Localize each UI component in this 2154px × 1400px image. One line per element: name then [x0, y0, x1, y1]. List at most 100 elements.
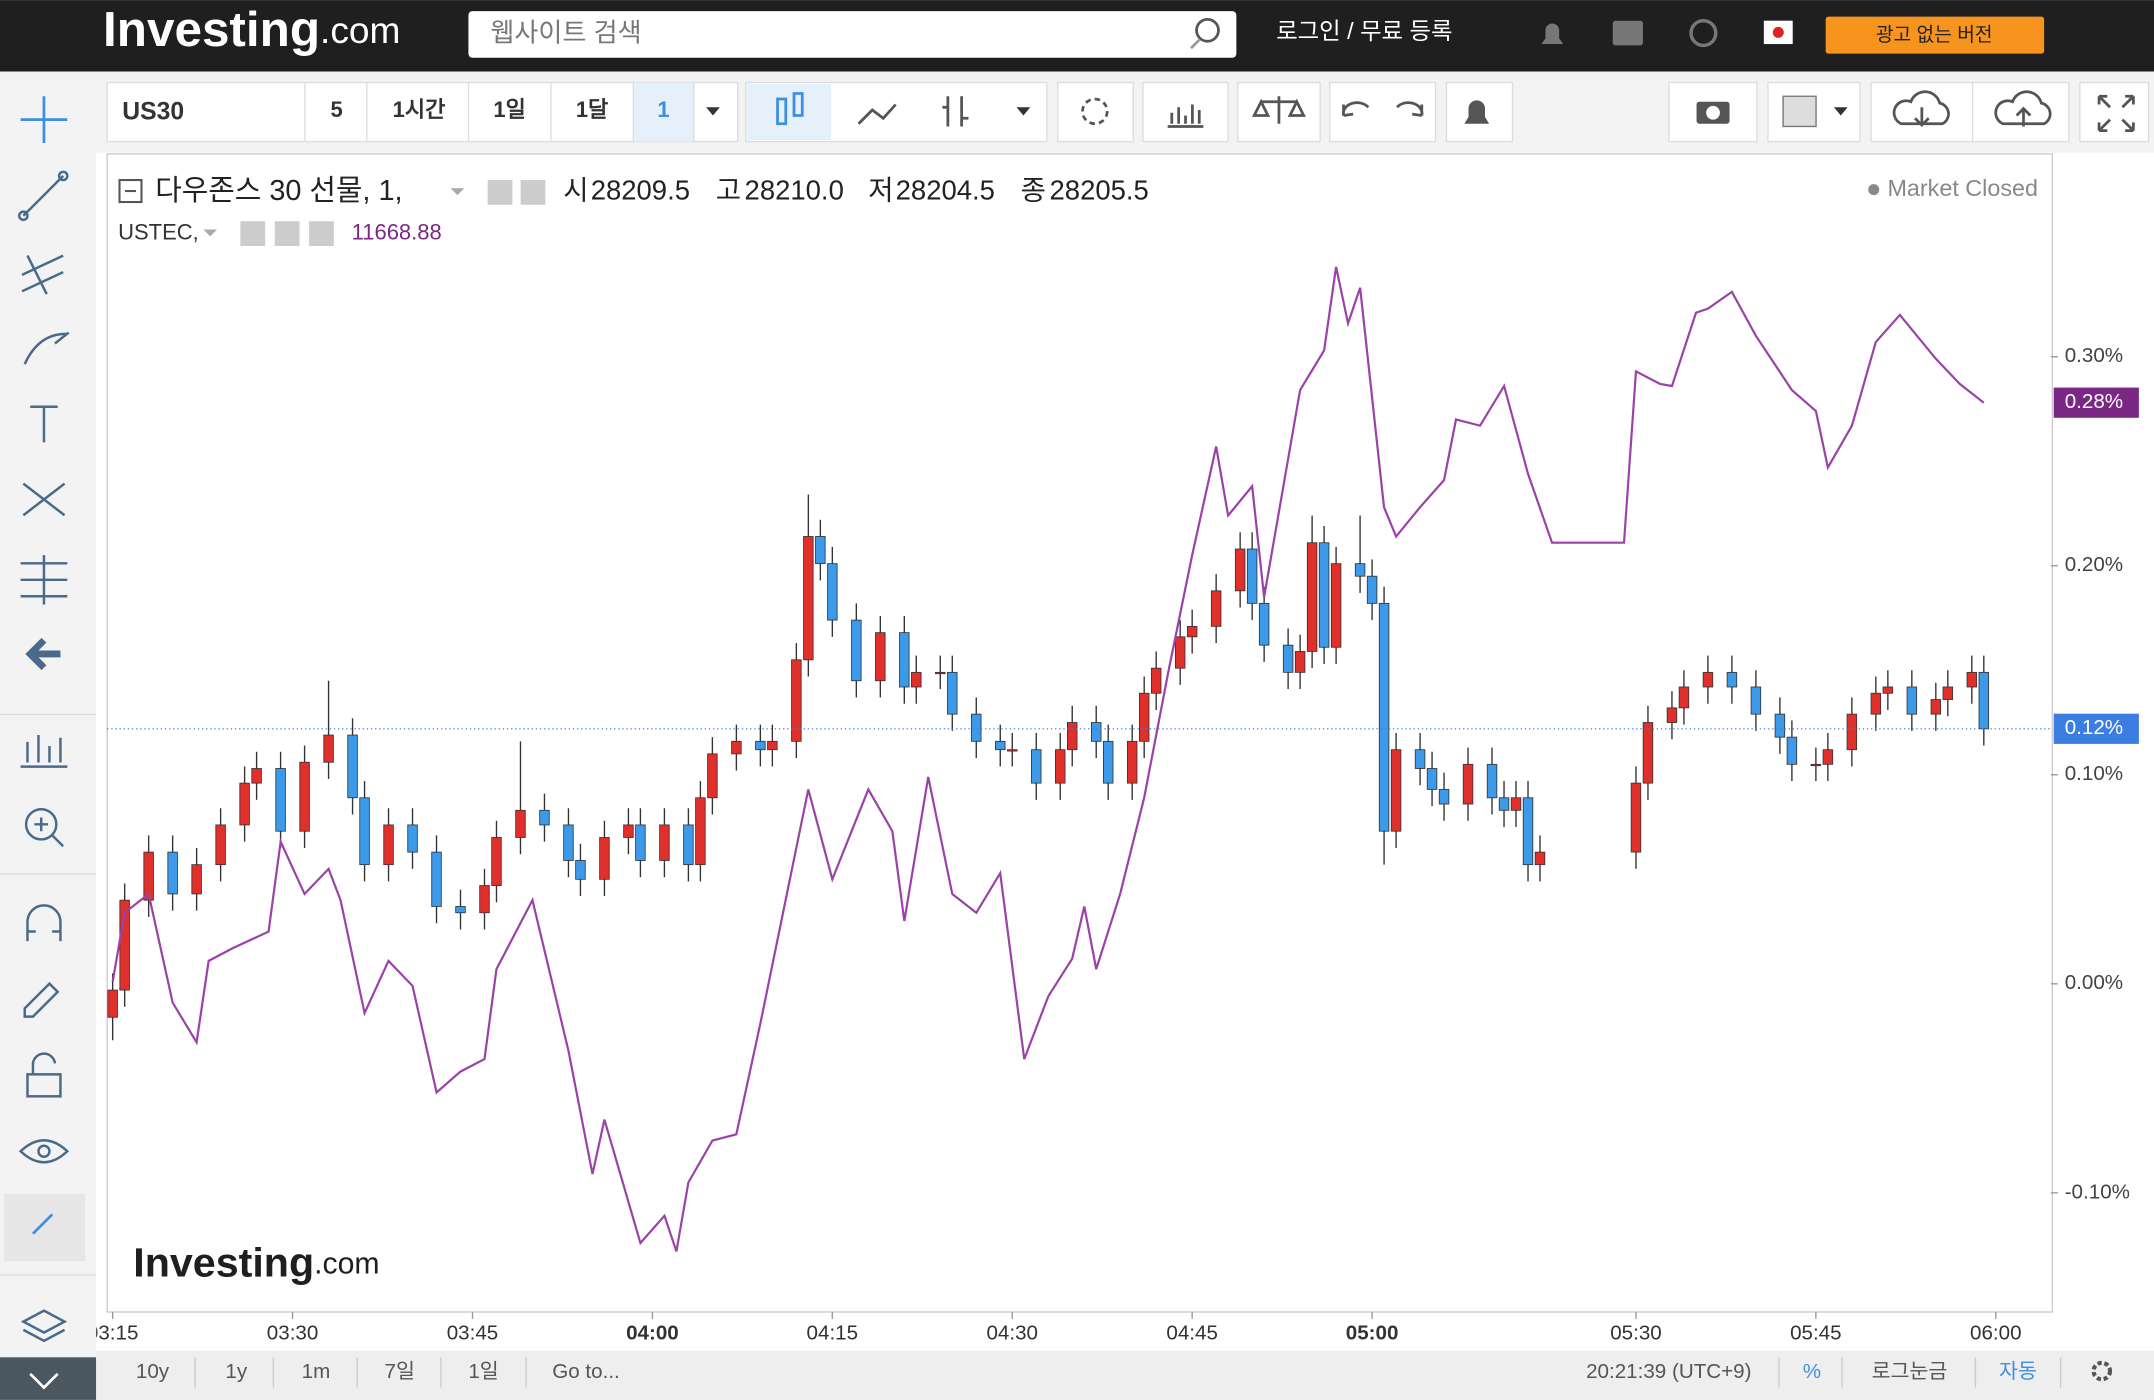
candle-body: [1522, 797, 1534, 866]
candle-body: [1630, 782, 1642, 853]
candle-body: [995, 740, 1006, 751]
goto-button[interactable]: Go to...: [552, 1360, 620, 1383]
y-tick-label: 0.00%: [2065, 971, 2123, 994]
logo[interactable]: Investing.com: [103, 2, 400, 57]
ohlc-value: 28209.5: [591, 175, 690, 206]
bell-icon[interactable]: [1541, 23, 1564, 45]
interval[interactable]: 1달: [576, 97, 608, 122]
candle-body: [1150, 667, 1162, 694]
candle-body: [1258, 602, 1270, 646]
active-interval: [633, 82, 694, 142]
candle-body: [1390, 749, 1402, 832]
candle-body: [575, 860, 586, 880]
interval[interactable]: 5: [330, 97, 342, 122]
candle-body: [1031, 749, 1042, 784]
candle-body: [1366, 575, 1378, 604]
candle-body: [1126, 740, 1138, 784]
candle-body: [143, 851, 154, 901]
logo-word: Investing: [103, 2, 320, 57]
candle-body: [515, 809, 526, 838]
toolbar-buttons[interactable]: [745, 81, 2150, 143]
candle-body: [707, 753, 718, 799]
candle-body: [1210, 590, 1222, 627]
bottom-bar: [96, 1350, 2154, 1400]
y-tick-label: -0.10%: [2065, 1180, 2130, 1203]
candle-body: [695, 797, 706, 866]
last-value-badge: [2053, 713, 2139, 744]
candle-body: [383, 824, 394, 866]
last-value-label: 0.12%: [2065, 716, 2123, 739]
candle-body: [191, 864, 202, 895]
candle-body: [851, 619, 862, 682]
candle-body: [731, 740, 742, 755]
range-button[interactable]: 1y: [225, 1360, 247, 1383]
search-icon: [1195, 17, 1220, 43]
candle-body: [755, 740, 766, 751]
candle-body: [1966, 671, 1978, 688]
candle-body: [599, 837, 610, 880]
sidebar-tools[interactable]: [0, 96, 97, 1400]
plot-area[interactable]: [106, 153, 2054, 1313]
x-tick-label: 04:00: [626, 1321, 679, 1344]
candle-body: [1666, 707, 1678, 723]
login-link[interactable]: 로그인 / 무료 등록: [1276, 18, 1452, 44]
candle-body: [1102, 740, 1114, 784]
candle-body: [803, 536, 814, 661]
x-tick-label: 05:00: [1346, 1321, 1399, 1344]
candle-body: [767, 740, 778, 751]
candle-body: [1330, 563, 1342, 648]
interval[interactable]: 1: [657, 97, 669, 122]
candle-body: [935, 671, 946, 675]
auto-toggle[interactable]: 자동: [1999, 1360, 2037, 1383]
logo-suffix: .com: [320, 9, 400, 51]
portfolio-icon[interactable]: [1612, 20, 1643, 46]
last-value-badge: [2053, 387, 2139, 418]
candle-body: [1174, 636, 1186, 669]
candle-body: [239, 782, 250, 826]
settings-icon[interactable]: [2091, 1360, 2113, 1382]
ohlc-value: 28205.5: [1050, 175, 1149, 206]
y-tick-label: 0.30%: [2065, 344, 2123, 367]
x-tick-label: 06:00: [1970, 1321, 2022, 1344]
x-tick-label: 04:45: [1166, 1321, 1218, 1344]
candle-body: [683, 824, 694, 866]
range-button[interactable]: 1m: [302, 1360, 331, 1383]
range-button[interactable]: 7일: [385, 1360, 415, 1383]
compare-series-name: USTEC,: [118, 219, 199, 244]
range-button[interactable]: 1일: [468, 1360, 498, 1383]
candle-body: [1007, 749, 1018, 752]
clock-icon[interactable]: [1689, 18, 1718, 48]
x-tick-label: 04:15: [807, 1321, 859, 1344]
candle-body: [659, 824, 670, 861]
interval[interactable]: 1일: [493, 97, 525, 122]
candle-body: [1702, 671, 1714, 688]
log-toggle[interactable]: 로그눈금: [1872, 1360, 1948, 1383]
candle-body: [1426, 768, 1438, 790]
search-box[interactable]: [468, 11, 1237, 58]
candle-body: [1978, 671, 1990, 730]
interval[interactable]: 1시간: [393, 97, 446, 122]
candle-body: [1234, 548, 1246, 592]
candle-body: [815, 536, 826, 565]
candle-body: [1090, 722, 1102, 742]
collapse-icon[interactable]: [118, 179, 143, 204]
candle-body: [1414, 749, 1426, 769]
candle-body: [1810, 763, 1822, 767]
candle-body: [407, 824, 418, 853]
market-status: Market Closed: [1887, 175, 2038, 201]
candle-body: [1846, 713, 1858, 751]
ohlc-value: 28204.5: [896, 175, 995, 206]
candle-body: [947, 671, 958, 715]
search-placeholder: 웹사이트 검색: [490, 17, 641, 47]
candle-body: [1822, 749, 1834, 765]
range-button[interactable]: 10y: [136, 1360, 170, 1383]
x-tick-label: 05:45: [1790, 1321, 1842, 1344]
symbol[interactable]: US30: [122, 98, 184, 125]
candle-body: [1055, 749, 1066, 784]
ad-free-button[interactable]: [1825, 16, 2045, 54]
plot: -0.10% 0.00% 0.10% 0.20% 0.30% 03:15 03:30 03:4…: [87, 266, 2139, 1344]
candle-body: [167, 851, 178, 895]
candle-body: [431, 851, 442, 907]
percent-toggle[interactable]: %: [1803, 1360, 1821, 1383]
